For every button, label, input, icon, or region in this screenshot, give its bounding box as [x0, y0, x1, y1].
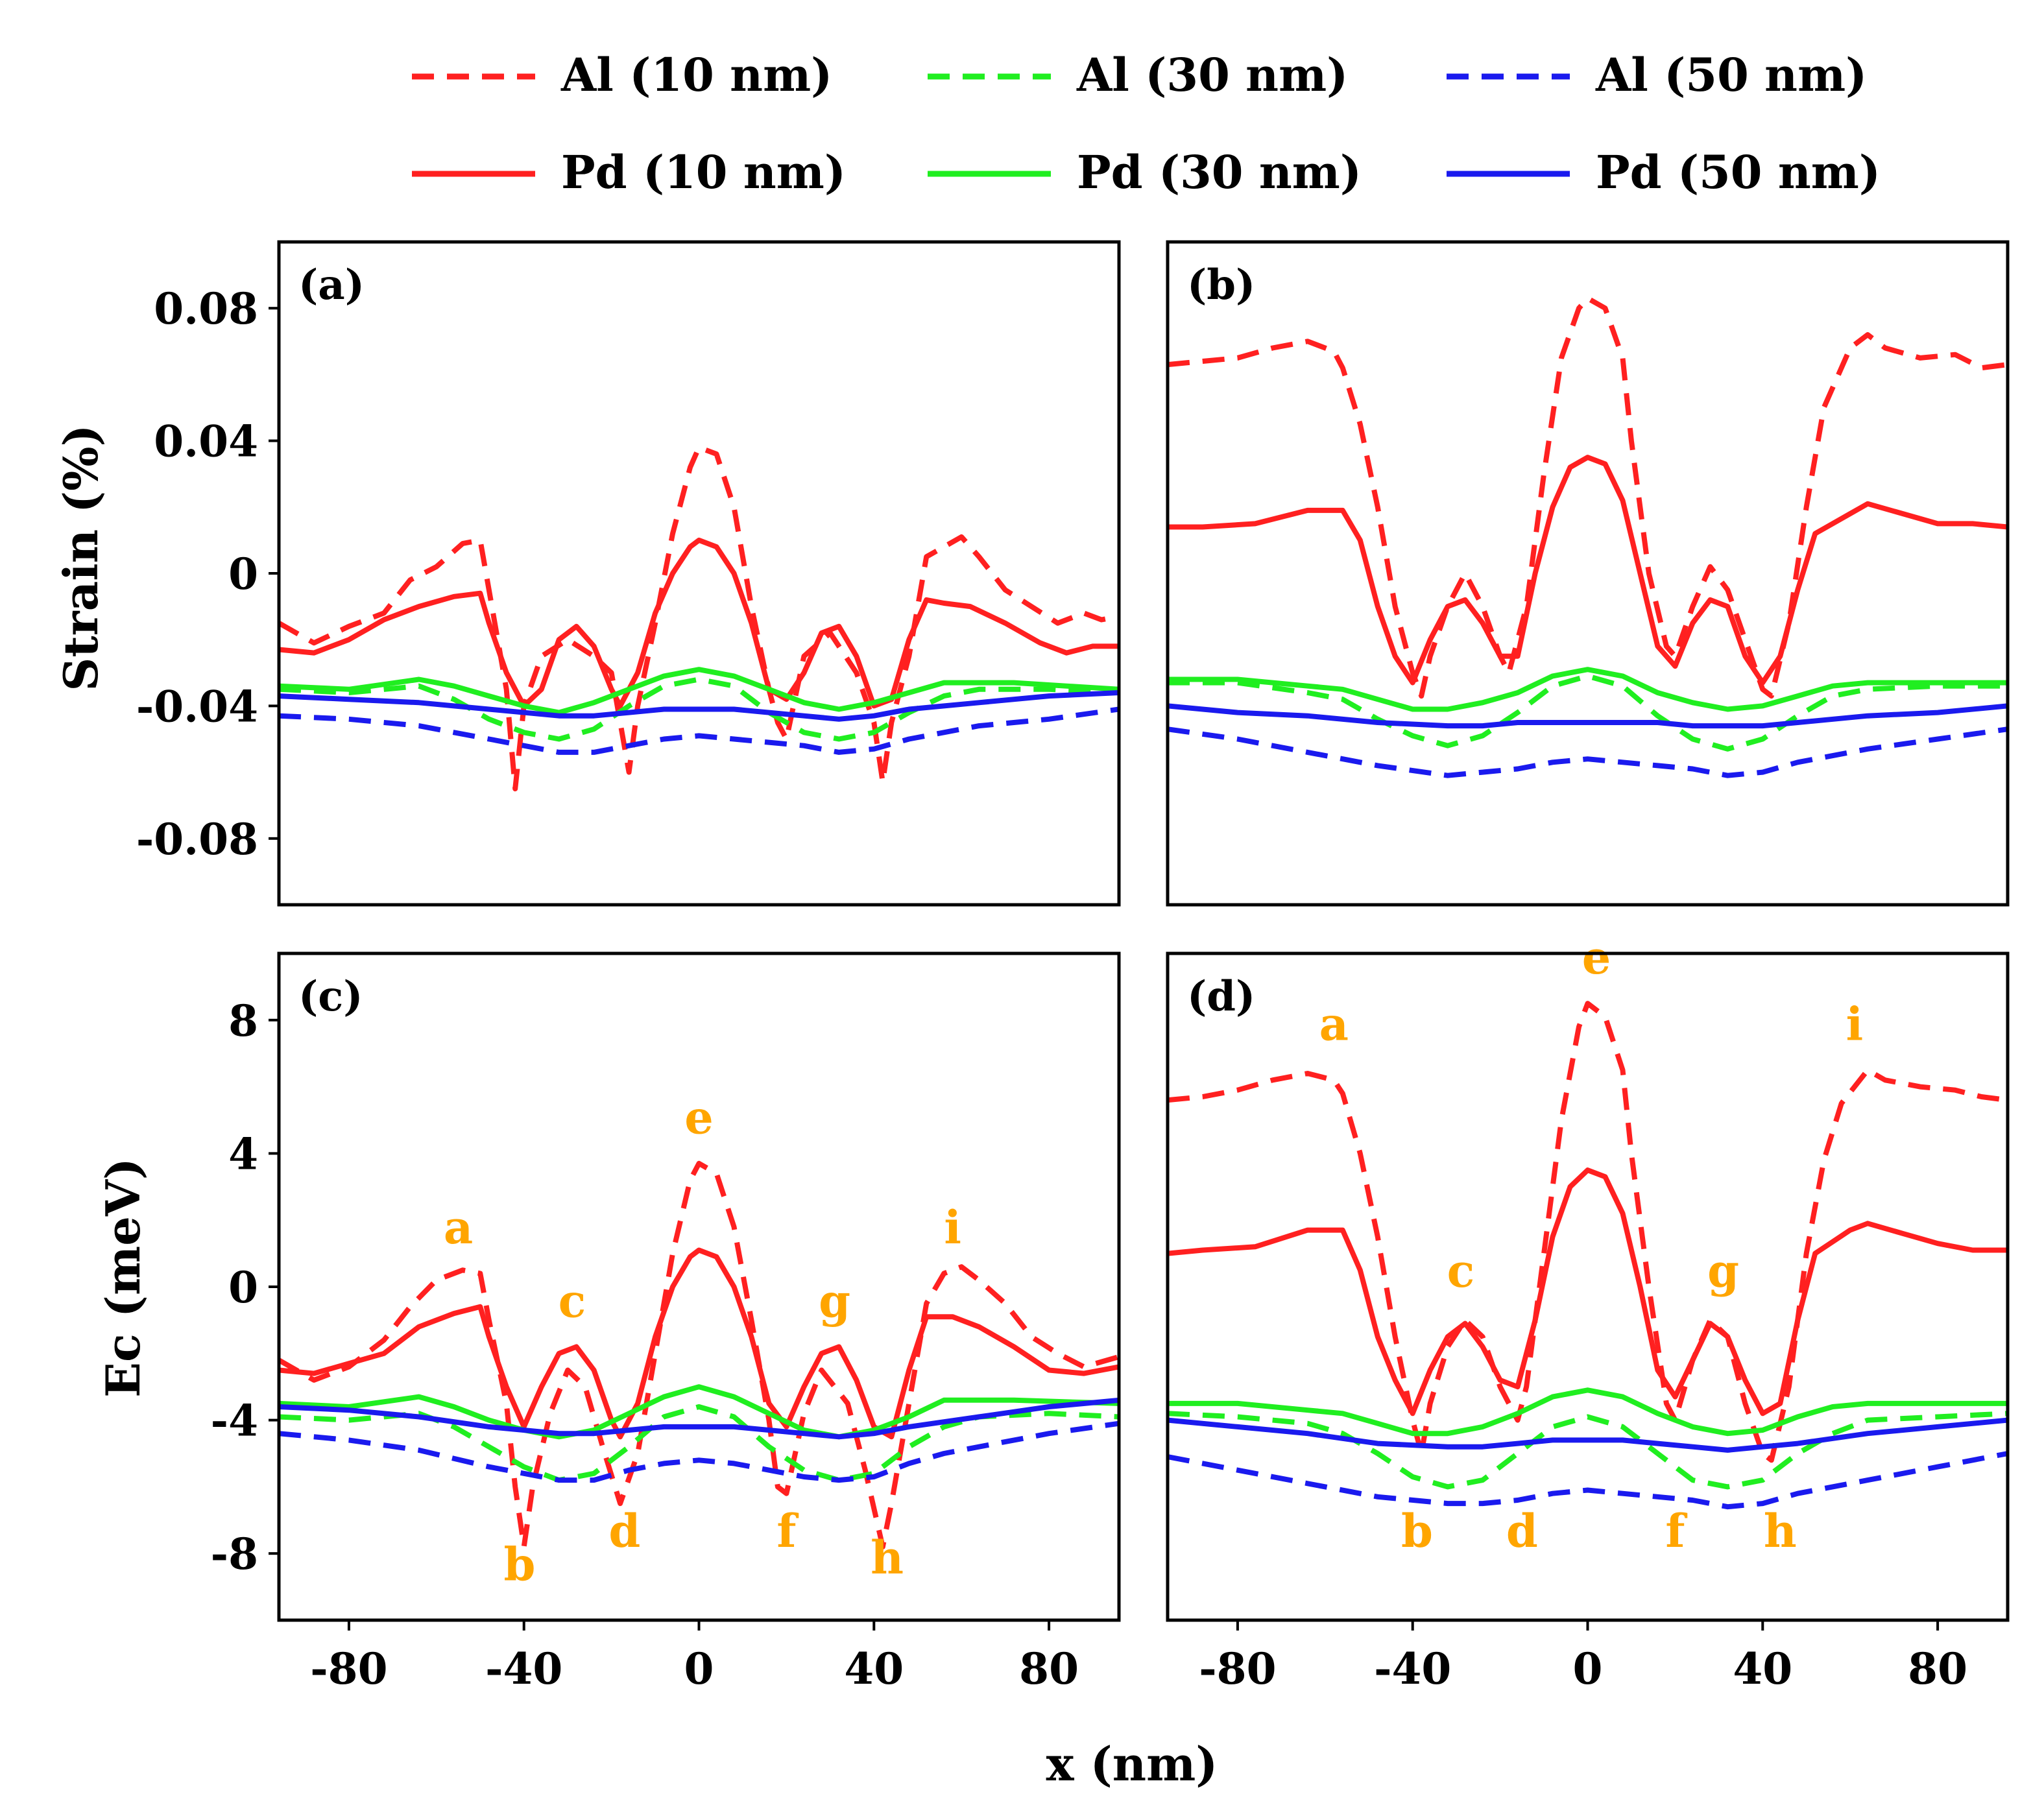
- series-pd-50-nm: [279, 690, 1119, 722]
- annotation-b: b: [1401, 1504, 1433, 1558]
- y-tick-label: 0: [228, 549, 258, 599]
- series-pd-10-nm: [1168, 455, 2008, 686]
- series-al-50-nm: [279, 706, 1119, 755]
- x-tick-label: -80: [310, 1644, 387, 1694]
- series-pd-50-nm: [1168, 703, 2008, 729]
- y-axis-title-ec: Ec (meV): [95, 1158, 150, 1398]
- annotation-d: d: [1506, 1504, 1538, 1558]
- legend-entry-al-50: Al (50 nm): [1447, 48, 1867, 102]
- annotation-f: f: [776, 1504, 799, 1558]
- annotation-g: g: [1707, 1244, 1739, 1298]
- series-al-30-nm: [279, 1404, 1119, 1483]
- series-al-10-nm: [1168, 295, 2008, 699]
- series-al-50-nm: [279, 1420, 1119, 1483]
- annotation-a: a: [1319, 998, 1349, 1051]
- legend-label-pd-30: Pd (30 nm): [1077, 145, 1362, 199]
- y-tick-label: -0.04: [136, 681, 258, 732]
- plot-area: [1168, 295, 2008, 778]
- series-pd-30-nm: [1168, 1387, 2008, 1437]
- y-tick-label: -8: [211, 1529, 258, 1579]
- annotation-b: b: [503, 1537, 535, 1591]
- annotation-a: a: [444, 1201, 473, 1254]
- annotation-h: h: [871, 1531, 904, 1584]
- annotation-i: i: [1846, 998, 1864, 1051]
- legend: Al (10 nm) Al (30 nm) Al (50 nm) Pd (10 …: [412, 48, 1881, 199]
- series-pd-10-nm: [1168, 1167, 2008, 1417]
- y-tick-label: 0.08: [154, 283, 258, 334]
- legend-label-al-30: Al (30 nm): [1076, 48, 1348, 102]
- legend-entry-pd-30: Pd (30 nm): [928, 145, 1362, 199]
- legend-label-pd-50: Pd (50 nm): [1596, 145, 1881, 199]
- series-pd-10-nm: [279, 537, 1119, 709]
- panel-d: -80 -40 0 40 80 a b c d e f g h i (d): [1166, 931, 2010, 1694]
- series-al-50-nm: [1168, 726, 2008, 778]
- y-tick-label: -4: [211, 1396, 258, 1446]
- annotation-f: f: [1665, 1504, 1687, 1558]
- x-tick-label: -40: [485, 1644, 562, 1694]
- panel-label: (b): [1187, 261, 1255, 309]
- y-tick-label: 0.04: [154, 416, 258, 467]
- panel-a: 0.08 0.04 0 -0.04 -0.08 (a): [136, 240, 1121, 907]
- x-tick-label: 0: [1573, 1644, 1603, 1694]
- legend-label-al-50: Al (50 nm): [1595, 48, 1867, 102]
- annotation-i: i: [944, 1201, 961, 1254]
- annotation-e: e: [1582, 931, 1611, 985]
- legend-entry-pd-10: Pd (10 nm): [412, 145, 846, 199]
- y-tick-label: 0: [228, 1262, 258, 1313]
- x-tick-label: 80: [1019, 1644, 1079, 1694]
- panel-label: (d): [1187, 972, 1255, 1021]
- panel-b: (b): [1166, 240, 2010, 907]
- legend-entry-al-10: Al (10 nm): [412, 48, 832, 102]
- panel-label: (a): [298, 261, 365, 309]
- series-al-10-nm: [279, 1160, 1119, 1549]
- panel-frame: [1166, 951, 2010, 1622]
- series-al-10-nm: [1168, 1001, 2008, 1463]
- y-tick-label: -0.08: [136, 814, 258, 865]
- series-pd-50-nm: [1168, 1417, 2008, 1453]
- series-pd-30-nm: [1168, 667, 2008, 712]
- x-tick-label: -40: [1374, 1644, 1451, 1694]
- x-tick-label: -80: [1199, 1644, 1276, 1694]
- series-pd-10-nm: [279, 1247, 1119, 1440]
- x-tick-label: 40: [844, 1644, 904, 1694]
- legend-label-pd-10: Pd (10 nm): [561, 145, 846, 199]
- annotation-d: d: [608, 1504, 640, 1558]
- plot-area: [279, 444, 1119, 792]
- legend-entry-al-30: Al (30 nm): [928, 48, 1348, 102]
- legend-entry-pd-50: Pd (50 nm): [1447, 145, 1881, 199]
- legend-label-al-10: Al (10 nm): [560, 48, 832, 102]
- annotation-e: e: [684, 1091, 714, 1145]
- annotation-c: c: [559, 1274, 586, 1328]
- y-tick-label: 4: [228, 1129, 258, 1179]
- series-al-30-nm: [1168, 1411, 2008, 1490]
- series-al-10-nm: [279, 444, 1119, 792]
- panel-frame: [277, 240, 1121, 907]
- series-pd-30-nm: [279, 1384, 1119, 1440]
- panel-label: (c): [298, 972, 363, 1021]
- x-tick-label: 80: [1908, 1644, 1967, 1694]
- plot-area: [279, 1160, 1119, 1549]
- panel-frame: [1166, 240, 2010, 907]
- panel-frame: [277, 951, 1121, 1622]
- x-tick-label: 0: [684, 1644, 714, 1694]
- y-tick-label: 8: [228, 996, 258, 1046]
- y-axis-title-strain: Strain (%): [53, 424, 108, 691]
- series-pd-30-nm: [279, 667, 1119, 715]
- series-al-30-nm: [1168, 673, 2008, 752]
- x-axis-title: x (nm): [1046, 1736, 1218, 1791]
- plot-area: [1168, 1001, 2008, 1510]
- series-pd-50-nm: [279, 1397, 1119, 1440]
- annotation-c: c: [1447, 1244, 1475, 1298]
- series-al-50-nm: [1168, 1451, 2008, 1510]
- x-tick-label: 40: [1733, 1644, 1792, 1694]
- annotation-h: h: [1764, 1504, 1797, 1558]
- annotation-g: g: [819, 1274, 850, 1328]
